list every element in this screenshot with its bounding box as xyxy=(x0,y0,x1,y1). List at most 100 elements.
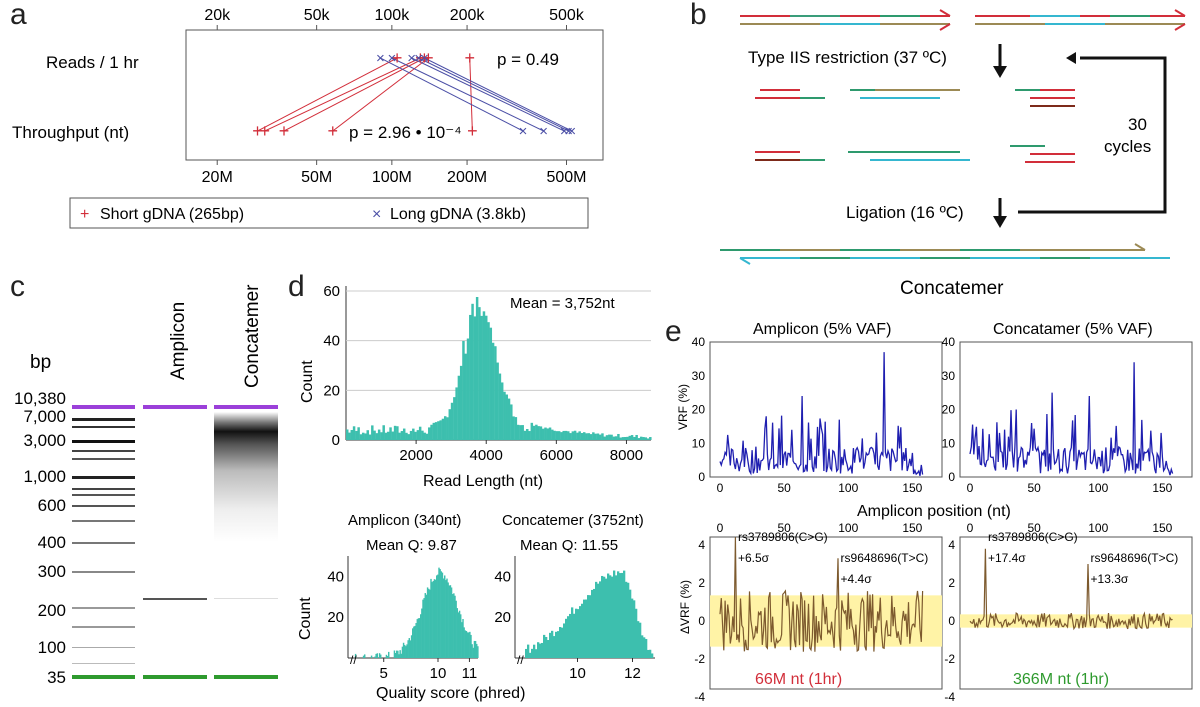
panel-label-e: e xyxy=(665,315,682,348)
q-hist-bar xyxy=(527,644,530,658)
hist-bar xyxy=(380,432,383,440)
dvrf-x-tick: 0 xyxy=(967,521,974,535)
q-hist-bar xyxy=(615,575,618,658)
long-link-line xyxy=(418,57,569,132)
row2-label: Throughput (nt) xyxy=(12,123,129,142)
short-point: + xyxy=(260,121,271,141)
hist-bar xyxy=(428,427,431,440)
q-hist-bar xyxy=(447,582,449,658)
cycle-arrow xyxy=(1018,52,1167,214)
annotation-snp2: rs9648696(T>C) xyxy=(1091,551,1179,565)
q-hist-bar xyxy=(426,587,429,658)
q-hist-bar xyxy=(462,619,464,658)
vrf-y-label: VRF (%) xyxy=(676,384,690,430)
dvrf-y-tick: -4 xyxy=(944,690,955,704)
q-hist-bar xyxy=(541,642,544,658)
vrf-y-tick: 20 xyxy=(942,403,956,417)
q-hist-bar xyxy=(555,631,558,658)
q-hist-bar xyxy=(645,638,648,658)
annotation-snp1: rs3789806(C>G) xyxy=(738,530,828,544)
q-hist-bar xyxy=(647,649,650,658)
q-hist-bar xyxy=(470,634,472,658)
q-hist-bar xyxy=(583,599,586,658)
hist-bar xyxy=(642,437,645,440)
hist-bar xyxy=(626,436,629,440)
ladder-band xyxy=(72,418,135,421)
short-point: + xyxy=(252,121,263,141)
q-hist-bar xyxy=(420,614,422,658)
ladder-label: 10,380 xyxy=(14,389,66,408)
annotation-snp1: rs3789806(C>G) xyxy=(988,530,1078,544)
hist-bar xyxy=(405,432,408,440)
row1-label: Reads / 1 hr xyxy=(46,53,139,72)
q-hist-bar xyxy=(629,589,632,658)
hist-bar xyxy=(503,391,506,440)
hist-bar xyxy=(537,426,540,440)
hist-bar xyxy=(350,430,354,440)
ladder-band xyxy=(72,626,135,628)
dvrf-x-tick: 150 xyxy=(902,521,922,535)
q-hist-bar xyxy=(474,640,477,658)
q-hist-bar xyxy=(460,614,462,658)
step-restriction: Type IIS restriction (37 ºC) xyxy=(748,48,947,67)
hist-bar xyxy=(610,434,613,440)
hist-bar xyxy=(462,340,465,440)
q-hist-bar xyxy=(421,608,423,658)
vrf-y-tick: 20 xyxy=(692,403,706,417)
hist-bar xyxy=(567,431,570,440)
footer-right: 366M nt (1hr) xyxy=(1013,671,1109,688)
vrf-x-tick: 150 xyxy=(902,481,922,495)
hist-bar xyxy=(487,322,490,440)
hist-bar xyxy=(526,429,529,440)
q-hist-bar xyxy=(375,653,377,658)
hist-bar xyxy=(544,427,547,440)
vrf-x-tick: 100 xyxy=(838,481,858,495)
q-hist-bar xyxy=(585,599,588,658)
q-hist-bar xyxy=(595,581,598,658)
hist-bar xyxy=(557,431,561,440)
hist-bar xyxy=(619,437,622,440)
q-hist-bar xyxy=(533,644,536,658)
ladder-label: 7,000 xyxy=(23,407,66,426)
e-title-left: Amplicon (5% VAF) xyxy=(753,321,891,338)
hist-bar xyxy=(560,432,563,440)
hist-bar xyxy=(396,426,399,440)
q-hist-bar xyxy=(455,600,457,658)
hist-bar xyxy=(471,303,474,440)
hist-bar xyxy=(368,434,372,440)
hist-bar xyxy=(605,435,609,440)
q-hist-bar xyxy=(422,599,424,658)
hist-bar xyxy=(430,424,433,440)
q-x-tick-label: 10 xyxy=(569,665,586,682)
ladder-band xyxy=(72,440,135,443)
long-point: × xyxy=(560,123,569,140)
q-hist-bar xyxy=(603,576,606,658)
ladder-label: 3,000 xyxy=(23,431,66,450)
panel-a-legend xyxy=(69,197,589,229)
hist-bar xyxy=(649,437,652,440)
q-x-tick-label: 12 xyxy=(624,665,641,682)
panel-a-frame xyxy=(185,29,604,161)
hist-bar xyxy=(589,434,593,440)
q-hist-bar xyxy=(637,621,640,658)
hist-bar xyxy=(348,432,351,440)
hist-x-label: Read Length (nt) xyxy=(423,473,543,490)
q-hist-bar xyxy=(398,654,400,658)
vrf-panel-right: 0 10 20 30 40 0 50 100 150 xyxy=(942,335,1193,495)
hist-bar xyxy=(555,431,559,440)
long-point: × xyxy=(376,50,385,67)
amplicon-top-marker xyxy=(143,405,207,409)
top-tick-label: 20k xyxy=(204,7,231,24)
q-hist-bar xyxy=(466,632,469,658)
q-hist-bar xyxy=(631,598,634,658)
concatemer-top-marker xyxy=(214,405,278,409)
vrf-x-tick: 50 xyxy=(1027,481,1041,495)
annotation-snp2: rs9648696(T>C) xyxy=(841,551,929,565)
q-hist-bar xyxy=(627,582,630,658)
panel-label-b: b xyxy=(690,0,707,31)
q-hist-bar xyxy=(354,653,357,658)
step-ligation: Ligation (16 ºC) xyxy=(846,203,964,222)
ladder-band xyxy=(72,607,135,609)
concatemer-label: Concatemer xyxy=(900,278,1004,299)
